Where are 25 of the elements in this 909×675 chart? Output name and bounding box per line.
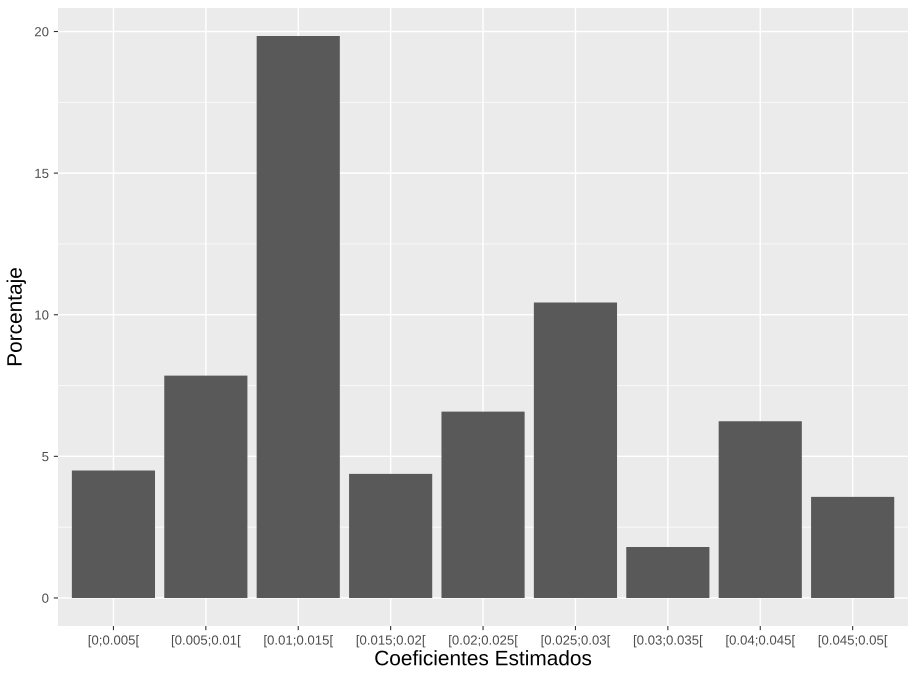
y-tick-label: 15 (35, 168, 48, 178)
x-tick-label: [0.04;0.045[ (726, 635, 795, 648)
x-tick-label: [0.045;0.05[ (818, 635, 888, 648)
bar (349, 474, 432, 598)
y-tick-label: 10 (35, 310, 48, 320)
bar (811, 496, 894, 598)
bar (441, 412, 525, 598)
x-tick-label: [0.02;0.025[ (449, 635, 518, 648)
bar (164, 376, 248, 598)
bar (534, 302, 618, 598)
bar (256, 36, 340, 598)
x-tick-label: [0.01;0.015[ (264, 635, 333, 648)
bar (718, 421, 802, 598)
bar (626, 546, 710, 598)
y-tick-label: 20 (34, 27, 48, 36)
x-tick-label: [0.005;0.01[ (172, 635, 241, 648)
x-tick-label: [0.03;0.035[ (634, 635, 703, 648)
x-tick-label: [0.015;0.02[ (356, 635, 426, 648)
y-axis-title: Porcentaje (6, 268, 26, 366)
x-tick-label: [0;0.005[ (88, 635, 140, 648)
x-tick-label: [0.025;0.03[ (542, 635, 610, 648)
y-tick-label: 5 (42, 452, 48, 462)
bar (72, 470, 156, 598)
x-axis-title: Coeficientes Estimados (375, 650, 592, 666)
y-tick-label: 0 (42, 594, 48, 603)
